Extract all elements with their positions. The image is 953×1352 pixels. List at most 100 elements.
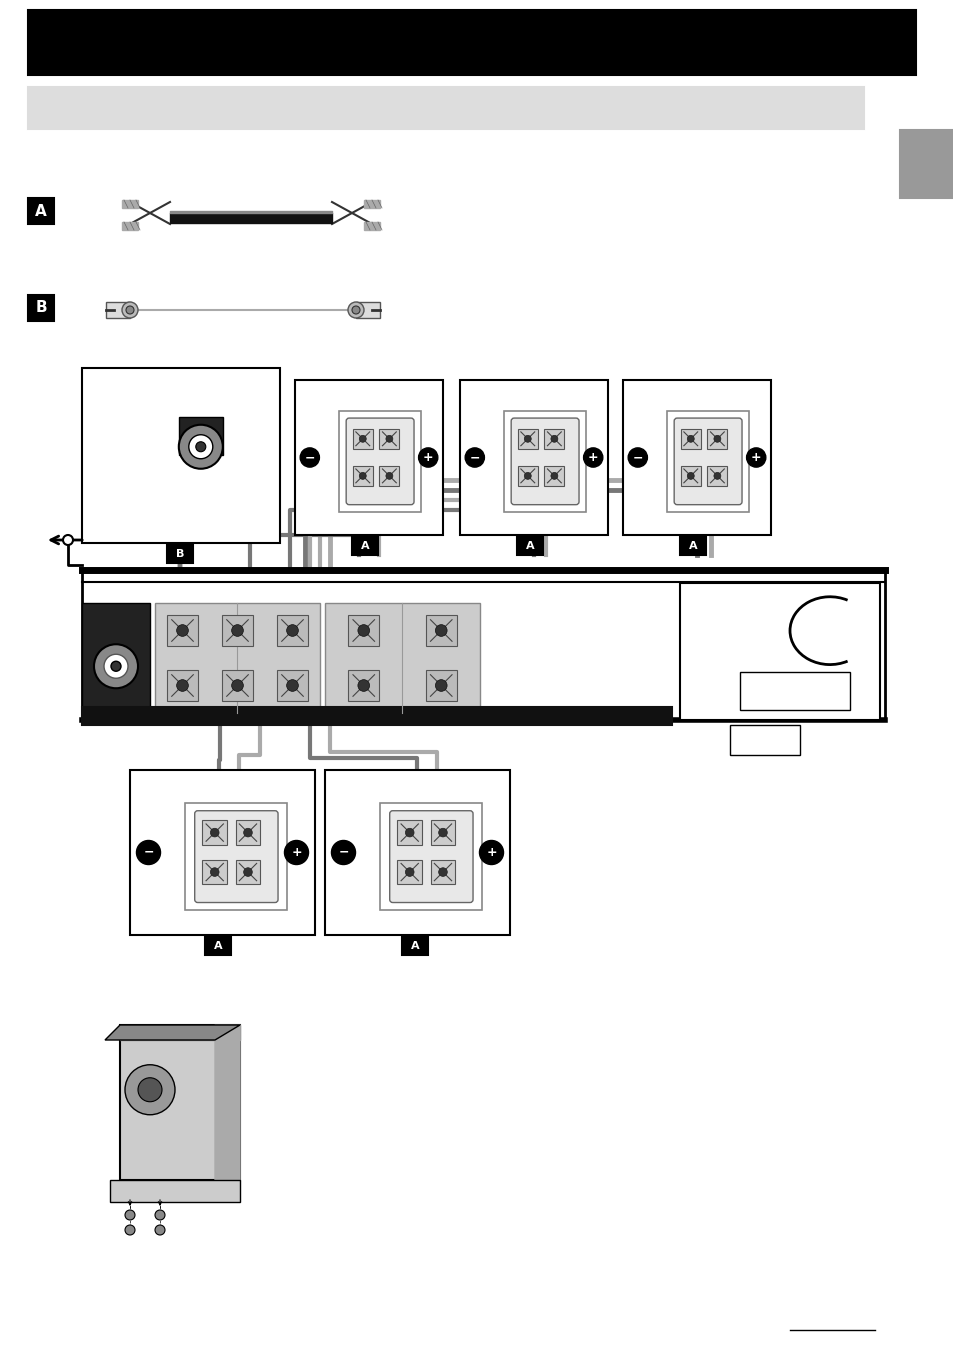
Circle shape [211, 829, 219, 837]
Bar [325, 603, 479, 713]
Text: A: A [410, 941, 419, 950]
Bar [544, 429, 563, 449]
Circle shape [126, 306, 133, 314]
Circle shape [550, 435, 558, 442]
Bar [339, 411, 420, 512]
Bar [517, 429, 537, 449]
Bar [517, 466, 537, 485]
Bar [28, 197, 54, 224]
Circle shape [63, 535, 73, 545]
Circle shape [438, 868, 447, 876]
Circle shape [686, 435, 694, 442]
Bar [178, 416, 223, 454]
Bar [348, 615, 378, 646]
Circle shape [524, 435, 531, 442]
Circle shape [286, 625, 298, 637]
Bar [167, 615, 197, 646]
Bar [353, 466, 373, 485]
Polygon shape [214, 1025, 240, 1195]
Bar [380, 803, 482, 910]
Circle shape [438, 829, 447, 837]
Bar [167, 545, 193, 562]
Polygon shape [364, 200, 379, 208]
Text: −: − [632, 452, 642, 464]
Bar [110, 1180, 240, 1202]
Bar [680, 429, 700, 449]
Bar [167, 671, 197, 700]
Bar [130, 771, 314, 936]
Circle shape [189, 435, 213, 458]
Circle shape [435, 680, 447, 691]
Bar [740, 672, 849, 710]
Bar [294, 380, 442, 535]
Polygon shape [105, 1025, 240, 1040]
Bar [430, 860, 455, 884]
Circle shape [479, 841, 503, 864]
Circle shape [352, 306, 359, 314]
Text: +: + [291, 846, 301, 859]
Bar [28, 9, 915, 74]
Text: −: − [304, 452, 314, 464]
Bar [352, 537, 377, 556]
Text: +: + [587, 452, 598, 464]
Bar [202, 821, 227, 845]
Bar [106, 301, 130, 318]
FancyBboxPatch shape [390, 811, 473, 903]
Circle shape [154, 1210, 165, 1220]
Polygon shape [120, 1025, 240, 1040]
Circle shape [284, 841, 308, 864]
Circle shape [359, 435, 366, 442]
Text: −: − [338, 846, 349, 859]
Circle shape [125, 1210, 135, 1220]
Circle shape [405, 829, 414, 837]
Bar [28, 295, 54, 320]
Bar [185, 803, 287, 910]
Circle shape [357, 680, 369, 691]
Circle shape [386, 435, 393, 442]
Bar [222, 615, 253, 646]
Text: A: A [525, 541, 534, 552]
Circle shape [286, 680, 298, 691]
Bar [355, 301, 379, 318]
Text: A: A [360, 541, 369, 552]
Circle shape [386, 472, 393, 480]
Text: +: + [422, 452, 433, 464]
Bar [348, 671, 378, 700]
Circle shape [176, 625, 188, 637]
Circle shape [176, 680, 188, 691]
Bar [28, 87, 863, 128]
Circle shape [686, 472, 694, 480]
Circle shape [348, 301, 364, 318]
Circle shape [104, 654, 128, 679]
Circle shape [418, 448, 437, 468]
Circle shape [331, 841, 355, 864]
Bar [667, 411, 748, 512]
Text: +: + [750, 452, 760, 464]
Circle shape [713, 435, 720, 442]
FancyBboxPatch shape [511, 418, 578, 504]
Circle shape [232, 680, 243, 691]
Bar [425, 615, 456, 646]
Bar [222, 671, 253, 700]
Circle shape [136, 841, 160, 864]
Circle shape [243, 829, 252, 837]
Bar [707, 429, 726, 449]
Circle shape [243, 868, 252, 876]
Bar [154, 603, 319, 713]
Bar [679, 537, 705, 556]
Circle shape [211, 868, 219, 876]
Circle shape [300, 448, 319, 468]
Text: +: + [486, 846, 497, 859]
Bar [353, 429, 373, 449]
Circle shape [125, 1225, 135, 1234]
Bar [899, 130, 953, 197]
Bar [459, 380, 607, 535]
Bar [430, 821, 455, 845]
Circle shape [154, 1225, 165, 1234]
Bar [82, 603, 150, 718]
Bar [397, 821, 421, 845]
Text: B: B [35, 300, 47, 315]
Circle shape [359, 472, 366, 480]
Bar [235, 860, 260, 884]
Bar [82, 571, 884, 721]
